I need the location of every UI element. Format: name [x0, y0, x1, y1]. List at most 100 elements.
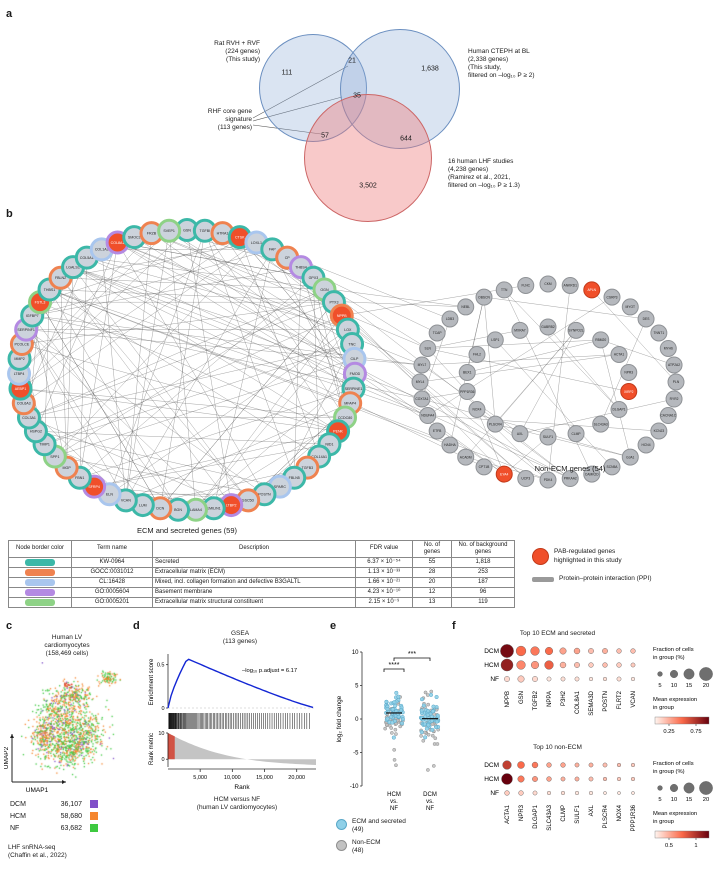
nonecm-gene-node [486, 331, 504, 349]
dotplot-dot [630, 662, 636, 668]
dotplot-dot [588, 776, 594, 782]
nonecm-gene-label: SLN [425, 347, 432, 351]
ecm-gene-label: TGFBI [200, 229, 211, 233]
umap-legend-row: NF 63,682 [10, 824, 130, 832]
nonecm-gene-node [413, 356, 431, 374]
dotplot-dot [603, 791, 607, 795]
ecm-gene-label: HSPG2 [30, 430, 42, 434]
ppi-legend-icon [532, 576, 554, 582]
nonecm-gene-label: CAMK2D [585, 472, 599, 476]
nonecm-gene-label: PRKAA2 [564, 477, 577, 481]
ppi-legend-text: Protein–protein interaction (PPI) [559, 575, 652, 582]
nonecm-gene-label: CSRP3 [607, 295, 618, 299]
term-table-header: FDR value [355, 540, 413, 558]
nonecm-gene-label: EYA4 [500, 472, 508, 476]
svg-text:0: 0 [355, 717, 359, 723]
dotplot-dot [630, 648, 636, 654]
nonecm-gene-label: ACADM [460, 455, 472, 459]
nonecm-gene-label: TTN [501, 288, 508, 292]
ecm-gene-label: THBS1 [44, 288, 56, 292]
dotplot-row-label: NF [490, 790, 499, 797]
svg-text:0: 0 [161, 706, 164, 712]
dotplot-dot [517, 675, 525, 683]
dotplot-gene-label: NPPB [505, 691, 511, 707]
dotplot-dot [544, 660, 554, 670]
nonecm-gene-label: RBM20 [595, 338, 606, 342]
ecm-gene-label: MMP2 [14, 357, 24, 361]
nonecm-gene-label: SCN5A [607, 465, 619, 469]
ecm-gene-label: SMOC2 [128, 235, 141, 239]
node-border-color-swatch [25, 598, 55, 606]
legend-dot-icon [336, 819, 347, 830]
group-label: NF [426, 806, 434, 812]
svg-text:15,000: 15,000 [256, 775, 273, 781]
nonecm-gene-node [458, 383, 476, 401]
svg-text:5,000: 5,000 [193, 775, 207, 781]
term-table-cell-genes: 12 [412, 586, 452, 598]
gsea-ylabel-rank: Rank metric [149, 733, 155, 765]
group-label: HCM [387, 792, 401, 798]
umap1-axis-label: UMAP1 [26, 787, 49, 794]
svg-text:10,000: 10,000 [224, 775, 241, 781]
ecm-gene-label: COL6A3 [17, 402, 31, 406]
dotplot-dot [560, 676, 566, 682]
term-table-header: Term name [71, 540, 153, 558]
dotplot-dot [602, 662, 608, 668]
fraction-legend-label: in group (%) [653, 655, 685, 661]
term-table-header: Node border color [8, 540, 72, 558]
dotplot-dot [518, 790, 524, 796]
ecm-gene-label: BGN [174, 508, 182, 512]
dotplot-dot [574, 776, 580, 782]
dotplot-gene-label: COL8A1 [575, 690, 581, 714]
term-table-wrap: Node border color Term name Description FDR… [8, 540, 515, 608]
dotplot-dot [532, 676, 538, 682]
nonecm-gene-label: NEBL [461, 305, 470, 309]
fraction-legend-label: Fraction of cells [653, 647, 694, 653]
nonecm-gene-label: HCN4 [642, 443, 651, 447]
dotplot-dot [602, 762, 608, 768]
nonecm-gene-node [539, 428, 557, 446]
dotplot-dot [574, 676, 580, 682]
svg-text:10: 10 [671, 683, 677, 689]
nonecm-gene-label: PLSCR4 [489, 422, 502, 426]
ecm-gene-label: COL5A1 [80, 256, 94, 260]
ecm-gene-label: FRZB [147, 231, 157, 235]
term-table-cell-bg: 96 [451, 586, 515, 598]
nonecm-gene-label: UCP3 [521, 477, 530, 481]
ecm-gene-label: LUM [139, 503, 147, 507]
ecm-gene-label: AEBP1 [15, 387, 27, 391]
ecm-gene-label: DCN [156, 507, 164, 511]
nonecm-gene-node [621, 298, 639, 316]
term-table-cell-desc: Extracellular matrix (ECM) [152, 566, 356, 578]
sig-outer: *** [408, 651, 416, 658]
term-table-cell-genes: 13 [412, 596, 452, 608]
dotplot-dot [544, 646, 553, 655]
dotplot-dot [631, 791, 635, 795]
dotplot-dot [602, 776, 608, 782]
venn-label-lhf: 16 human LHF studies (4,238 genes) (Rami… [448, 158, 520, 190]
dotplot-dot [546, 790, 552, 796]
nonecm-gene-node [495, 281, 513, 299]
nonecm-gene-node [610, 346, 628, 363]
nonecm-gene-node [419, 339, 437, 357]
dotplot-row-label: HCM [484, 662, 499, 669]
dotplot-dot [588, 662, 594, 668]
network-legend: PAB-regulated genes highlighted in this … [532, 548, 712, 583]
nonecm-gene-node [511, 425, 529, 443]
svg-text:1: 1 [694, 843, 697, 849]
dotplot-dot [602, 676, 608, 682]
nonecm-gene-node [637, 310, 655, 328]
nonecm-gene-node [457, 298, 475, 316]
node-border-color-swatch [25, 578, 55, 586]
venn-count-rat-only: 111 [281, 69, 293, 77]
venn-count-rat-cteph: 21 [348, 57, 356, 65]
nonecm-gene-node [650, 422, 668, 440]
ecm-gene-label: GPX3 [309, 276, 319, 280]
dotplot-gene-label: ACTA1 [505, 804, 511, 824]
nonecm-gene-label: GJA1 [626, 455, 634, 459]
nonecm-gene-node [583, 465, 601, 483]
umap-legend-label: HCM [10, 812, 26, 820]
nonecm-gene-node [667, 373, 685, 391]
term-table-cell-genes: 28 [412, 566, 452, 578]
sig-inner: **** [389, 662, 400, 669]
